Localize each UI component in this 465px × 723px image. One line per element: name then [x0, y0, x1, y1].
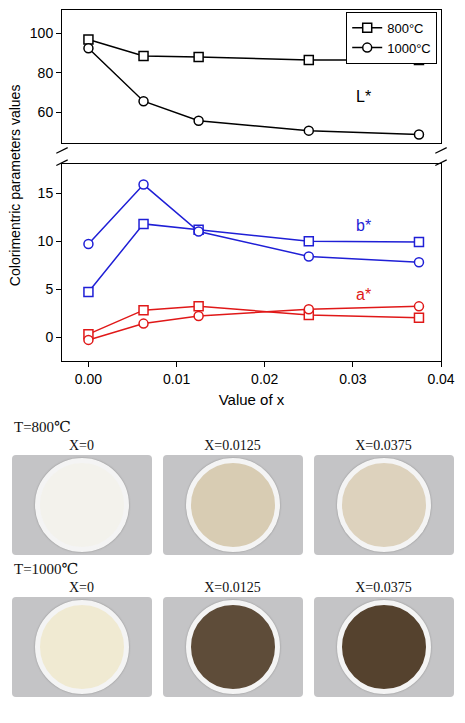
svg-text:800°C: 800°C — [387, 21, 423, 36]
svg-text:1000°C: 1000°C — [387, 41, 431, 56]
svg-text:Colorimentric parameters value: Colorimentric parameters values — [7, 85, 23, 287]
html-text:X=0.0375: X=0.0375 — [355, 438, 412, 453]
svg-text:60: 60 — [38, 104, 54, 120]
svg-text:0.02: 0.02 — [251, 371, 278, 387]
svg-text:0.01: 0.01 — [163, 371, 190, 387]
svg-text:a*: a* — [356, 286, 371, 303]
svg-text:15: 15 — [38, 185, 54, 201]
svg-text:100: 100 — [30, 25, 54, 41]
svg-text:0.03: 0.03 — [339, 371, 366, 387]
svg-text:0.00: 0.00 — [75, 371, 102, 387]
html-text:T=1000℃: T=1000℃ — [14, 561, 79, 577]
html-text:T=800℃: T=800℃ — [14, 419, 71, 435]
svg-text:0.04: 0.04 — [427, 371, 454, 387]
svg-text:0: 0 — [45, 329, 53, 345]
svg-text:L*: L* — [356, 88, 371, 105]
svg-text:b*: b* — [356, 217, 371, 234]
html-text:X=0: X=0 — [69, 580, 94, 595]
html-text:X=0.0125: X=0.0125 — [204, 438, 261, 453]
svg-text:10: 10 — [38, 233, 54, 249]
html-text:X=0.0375: X=0.0375 — [355, 580, 412, 595]
html-text:X=0.0125: X=0.0125 — [204, 580, 261, 595]
html-text:X=0: X=0 — [69, 438, 94, 453]
svg-text:80: 80 — [38, 65, 54, 81]
svg-text:Value of x: Value of x — [219, 391, 285, 408]
svg-text:5: 5 — [45, 281, 53, 297]
